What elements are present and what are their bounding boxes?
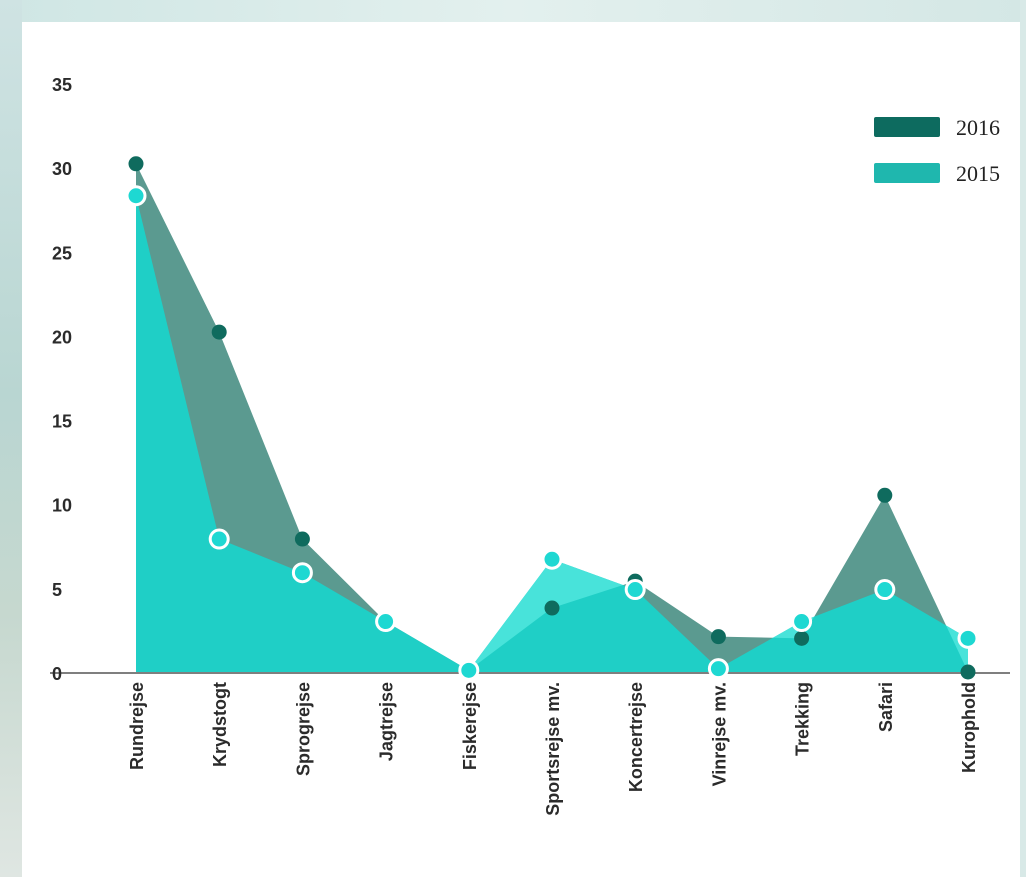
y-axis-ticks: 35 30 25 20 15 10 5 0 [52, 75, 72, 684]
legend-label-2015: 2015 [956, 161, 1000, 186]
x-tick-label-rundrejse: Rundrejse [127, 682, 147, 770]
marker-2016-kurophold [960, 664, 976, 680]
marker-2016-sprogrejse [294, 531, 310, 547]
marker-2016-sportsrejse-mv [544, 600, 560, 616]
y-tick-label-30: 30 [52, 159, 72, 179]
x-tick-label-kurophold: Kurophold [959, 682, 979, 773]
y-tick-label-35: 35 [52, 75, 72, 95]
y-tick-label-20: 20 [52, 327, 72, 347]
x-tick-label-safari: Safari [876, 682, 896, 732]
x-tick-label-jagtrejse: Jagtrejse [377, 682, 397, 761]
marker-2015-rundrejse [125, 185, 147, 207]
marker-2015-safari [874, 579, 896, 601]
x-tick-label-fiskerejse: Fiskerejse [460, 682, 480, 770]
x-tick-label-sprogrejse: Sprogrejse [293, 682, 313, 776]
y-tick-label-15: 15 [52, 412, 72, 432]
legend-swatch-2016 [874, 117, 940, 137]
marker-2016-safari [877, 487, 893, 503]
area-layer [136, 163, 968, 672]
x-tick-label-sportsrejse-mv: Sportsrejse mv. [543, 682, 563, 816]
background-strip-left [0, 0, 22, 877]
background-strip-right [1020, 0, 1026, 877]
marker-2015-koncertrejse [624, 579, 646, 601]
marker-layer [125, 156, 979, 681]
y-tick-label-0: 0 [52, 664, 62, 684]
y-tick-label-25: 25 [52, 243, 72, 263]
marker-2016-rundrejse [128, 156, 144, 172]
y-tick-label-10: 10 [52, 496, 72, 516]
x-axis-ticks: Rundrejse Krydstogt Sprogrejse Jagtrejse Fis… [127, 682, 979, 816]
legend: 2016 2015 [874, 115, 1000, 186]
marker-2016-vinrejse-mv [710, 629, 726, 645]
x-tick-label-koncertrejse: Koncertrejse [626, 682, 646, 792]
marker-2015-krydstogt [208, 528, 230, 550]
legend-swatch-2015 [874, 163, 940, 183]
marker-2015-vinrejse-mv [707, 658, 729, 680]
marker-2015-sprogrejse [291, 562, 313, 584]
marker-2015-trekking [791, 611, 813, 633]
marker-2015-fiskerejse [458, 659, 480, 681]
marker-2016-krydstogt [211, 324, 227, 340]
y-tick-label-5: 5 [52, 580, 62, 600]
legend-label-2016: 2016 [956, 115, 1000, 140]
marker-2016-trekking [794, 630, 810, 646]
marker-2015-sportsrejse-mv [541, 548, 563, 570]
marker-2015-jagtrejse [375, 611, 397, 633]
x-tick-label-trekking: Trekking [793, 682, 813, 756]
x-tick-label-vinrejse-mv: Vinrejse mv. [709, 682, 729, 786]
background-strip-top [0, 0, 1026, 22]
marker-2015-kurophold [957, 627, 979, 649]
x-tick-label-krydstogt: Krydstogt [210, 682, 230, 767]
